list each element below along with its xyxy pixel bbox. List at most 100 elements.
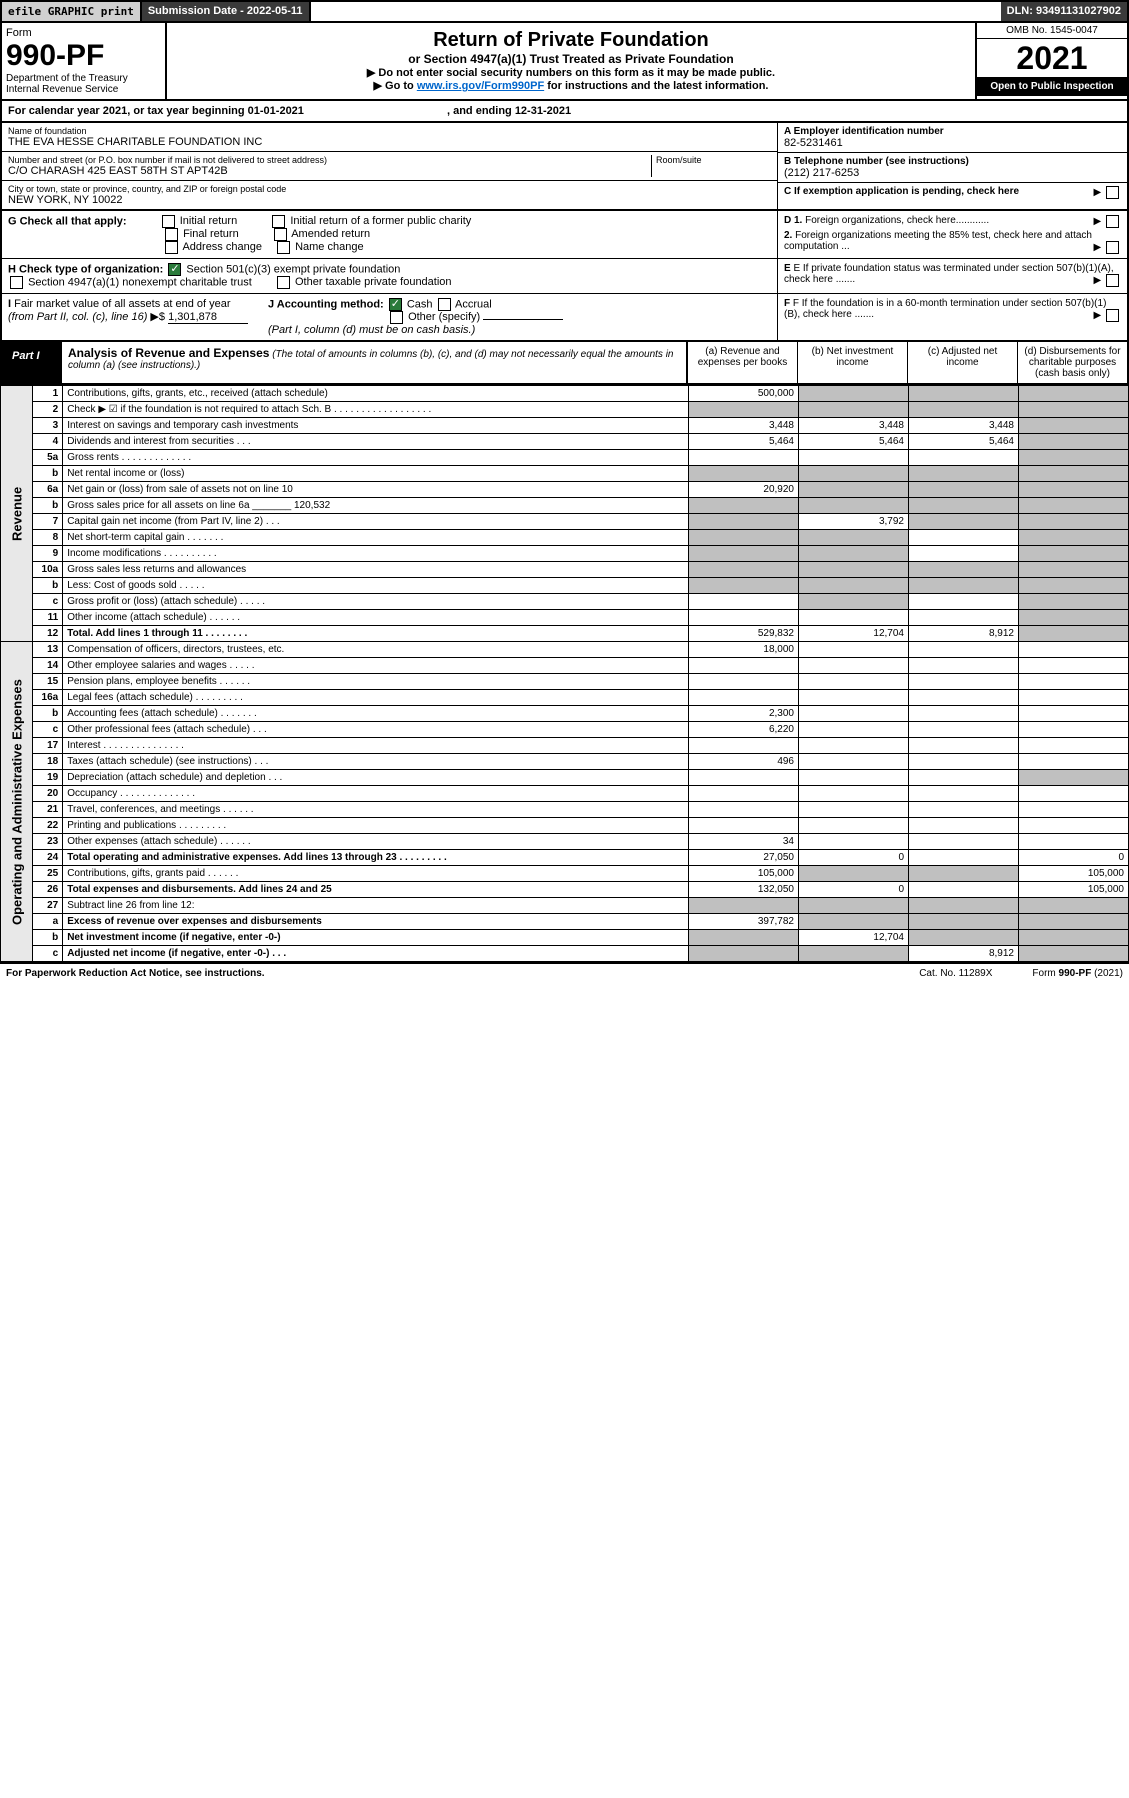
cell	[689, 578, 799, 594]
efile-label: efile GRAPHIC print	[2, 2, 142, 21]
address-change-checkbox[interactable]	[165, 241, 178, 254]
line-description: Printing and publications . . . . . . . …	[63, 818, 689, 834]
cell: 105,000	[1019, 882, 1129, 898]
cell: 12,704	[799, 626, 909, 642]
cell	[689, 930, 799, 946]
cash-checkbox[interactable]	[389, 298, 402, 311]
cell	[909, 674, 1019, 690]
calendar-year-row: For calendar year 2021, or tax year begi…	[0, 101, 1129, 123]
cell	[1019, 642, 1129, 658]
cell: 500,000	[689, 386, 799, 402]
line-number: 9	[33, 546, 63, 562]
cell: 8,912	[909, 946, 1019, 962]
cell: 34	[689, 834, 799, 850]
cell	[799, 802, 909, 818]
line-description: Other expenses (attach schedule) . . . .…	[63, 834, 689, 850]
cell	[799, 898, 909, 914]
table-row: 3Interest on savings and temporary cash …	[1, 418, 1129, 434]
cell: 0	[1019, 850, 1129, 866]
other-taxable-checkbox[interactable]	[277, 276, 290, 289]
cell	[909, 690, 1019, 706]
cell	[909, 802, 1019, 818]
line-description: Depreciation (attach schedule) and deple…	[63, 770, 689, 786]
table-row: 7Capital gain net income (from Part IV, …	[1, 514, 1129, 530]
amended-checkbox[interactable]	[274, 228, 287, 241]
cell: 105,000	[1019, 866, 1129, 882]
part1-title: Analysis of Revenue and Expenses	[68, 346, 269, 360]
cell	[909, 514, 1019, 530]
cell	[799, 466, 909, 482]
form-subtitle: or Section 4947(a)(1) Trust Treated as P…	[173, 52, 969, 66]
other-method-checkbox[interactable]	[390, 311, 403, 324]
cell	[1019, 626, 1129, 642]
initial-return-checkbox[interactable]	[162, 215, 175, 228]
cell: 3,448	[689, 418, 799, 434]
line-description: Total. Add lines 1 through 11 . . . . . …	[63, 626, 689, 642]
line-description: Pension plans, employee benefits . . . .…	[63, 674, 689, 690]
initial-former-checkbox[interactable]	[272, 215, 285, 228]
line-number: 2	[33, 402, 63, 418]
cell	[909, 914, 1019, 930]
f-text: F If the foundation is in a 60-month ter…	[784, 298, 1106, 320]
phone-value: (212) 217-6253	[784, 167, 1121, 179]
cell	[1019, 530, 1129, 546]
line-number: c	[33, 722, 63, 738]
exemption-label: C If exemption application is pending, c…	[784, 186, 1019, 197]
cell	[1019, 450, 1129, 466]
line-description: Interest on savings and temporary cash i…	[63, 418, 689, 434]
table-row: 27Subtract line 26 from line 12:	[1, 898, 1129, 914]
table-row: 4Dividends and interest from securities …	[1, 434, 1129, 450]
line-description: Adjusted net income (if negative, enter …	[63, 946, 689, 962]
cell	[689, 738, 799, 754]
cell	[1019, 770, 1129, 786]
address-label: Number and street (or P.O. box number if…	[8, 155, 651, 165]
accrual-checkbox[interactable]	[438, 298, 451, 311]
line-description: Total expenses and disbursements. Add li…	[63, 882, 689, 898]
cell: 5,464	[909, 434, 1019, 450]
cell	[909, 562, 1019, 578]
501c3-checkbox[interactable]	[168, 263, 181, 276]
dept-label: Department of the Treasury	[6, 73, 161, 84]
cell	[799, 642, 909, 658]
table-row: 5aGross rents . . . . . . . . . . . . .	[1, 450, 1129, 466]
cell	[689, 594, 799, 610]
cell	[909, 722, 1019, 738]
table-row: cGross profit or (loss) (attach schedule…	[1, 594, 1129, 610]
exemption-checkbox[interactable]	[1106, 186, 1119, 199]
cell	[799, 546, 909, 562]
e-checkbox[interactable]	[1106, 274, 1119, 287]
cell: 132,050	[689, 882, 799, 898]
cell	[909, 786, 1019, 802]
table-row: 22Printing and publications . . . . . . …	[1, 818, 1129, 834]
d2-checkbox[interactable]	[1106, 241, 1119, 254]
cell	[1019, 546, 1129, 562]
irs-link[interactable]: www.irs.gov/Form990PF	[417, 80, 544, 92]
page-footer: For Paperwork Reduction Act Notice, see …	[0, 962, 1129, 983]
cell	[909, 882, 1019, 898]
f-checkbox[interactable]	[1106, 309, 1119, 322]
cell	[799, 866, 909, 882]
cell: 529,832	[689, 626, 799, 642]
final-return-checkbox[interactable]	[165, 228, 178, 241]
d1-checkbox[interactable]	[1106, 215, 1119, 228]
table-row: bNet investment income (if negative, ent…	[1, 930, 1129, 946]
line-number: 26	[33, 882, 63, 898]
cell	[1019, 594, 1129, 610]
cell	[1019, 434, 1129, 450]
d1-text: Foreign organizations, check here.......…	[805, 215, 989, 226]
line-number: 23	[33, 834, 63, 850]
tax-year: 2021	[977, 39, 1127, 77]
cell	[689, 466, 799, 482]
4947-checkbox[interactable]	[10, 276, 23, 289]
cell	[909, 578, 1019, 594]
cell	[909, 818, 1019, 834]
cell	[689, 610, 799, 626]
foundation-name: THE EVA HESSE CHARITABLE FOUNDATION INC	[8, 136, 771, 148]
table-row: bGross sales price for all assets on lin…	[1, 498, 1129, 514]
dln: DLN: 93491131027902	[1001, 2, 1127, 21]
form-note-1: ▶ Do not enter social security numbers o…	[173, 66, 969, 79]
name-change-checkbox[interactable]	[277, 241, 290, 254]
room-label: Room/suite	[656, 155, 771, 165]
line-description: Contributions, gifts, grants paid . . . …	[63, 866, 689, 882]
cell	[909, 466, 1019, 482]
